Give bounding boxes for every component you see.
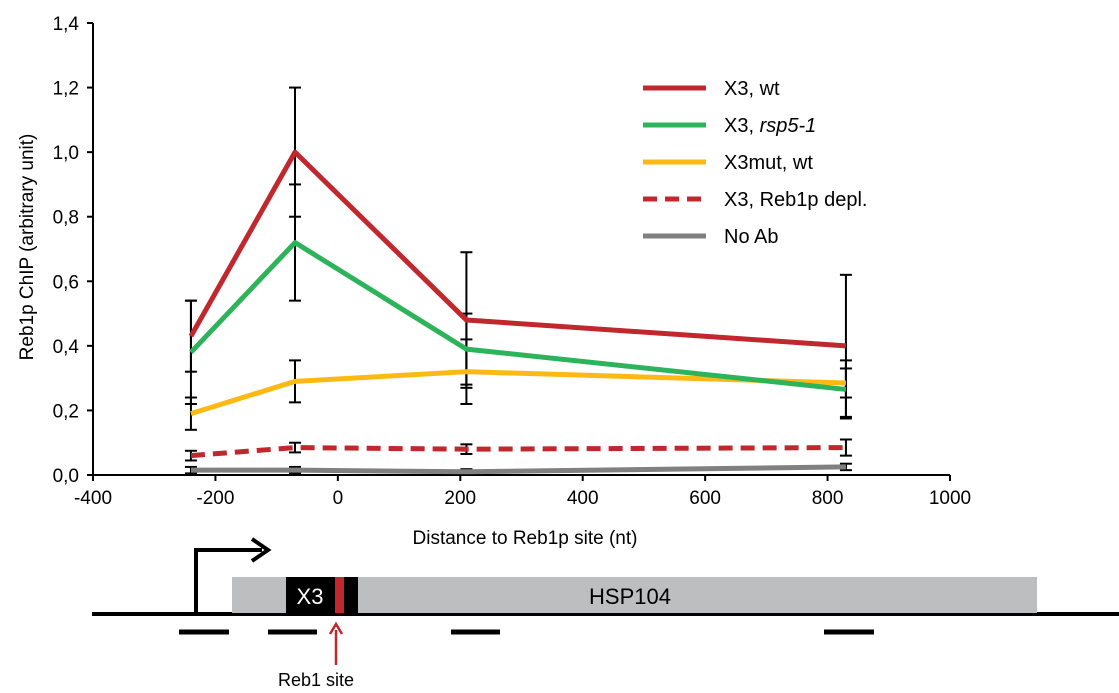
legend-label: No Ab: [724, 226, 778, 248]
y-tick-label: 0,0: [53, 466, 79, 487]
x-tick-label: 0: [333, 488, 344, 509]
x-axis-title: Distance to Reb1p site (nt): [413, 528, 638, 549]
series-line: [189, 240, 847, 392]
tss-arrow-icon: [194, 548, 262, 613]
y-tick-label: 0,6: [53, 272, 79, 293]
series-line: [188, 149, 847, 349]
x-tick-label: 200: [444, 488, 476, 509]
legend: X3, wt X3, rsp5-1 X3mut, wt X3, Reb1p depl.…: [643, 78, 867, 248]
gene-diagram: HSP104 X3 Reb1 site: [92, 537, 1119, 690]
plot-area: 0,0 0,2 0,4 0,6 0,8 1,0 1,2 1,4 -400 -200 0 200 400 6…: [53, 14, 972, 509]
x3-element: [286, 577, 358, 613]
legend-label: X3mut, wt: [724, 152, 813, 174]
x-tick-label: 400: [567, 488, 599, 509]
reb1-site-pointer-head-icon: [328, 621, 344, 635]
y-tick-label: 0,4: [53, 337, 80, 358]
series-line: [190, 445, 846, 459]
y-tick-label: 0,8: [53, 208, 79, 229]
y-axis-title: Reb1p ChIP (arbitrary unit): [17, 134, 38, 361]
gene-body: [232, 577, 1037, 613]
y-tick-label: 1,0: [53, 143, 79, 164]
y-tick-label: 1,2: [53, 79, 79, 100]
reb1-site-mark: [335, 577, 344, 613]
series-line: [190, 464, 846, 475]
legend-label: X3, Reb1p depl.: [724, 189, 867, 211]
x-tick-label: 800: [812, 488, 844, 509]
legend-label: X3, rsp5-1: [724, 115, 816, 137]
x-tick-label: 600: [689, 488, 721, 509]
x-tick-label: -400: [74, 488, 112, 509]
y-tick-label: 1,4: [53, 14, 80, 35]
reb1-site-label: Reb1 site: [278, 670, 354, 690]
x3-label: X3: [297, 584, 324, 609]
y-tick-label: 0,2: [53, 401, 79, 422]
series-line: [190, 369, 847, 417]
legend-label: X3, wt: [724, 78, 780, 100]
tss-arrowhead-icon: [250, 537, 272, 563]
x-tick-label: -200: [196, 488, 234, 509]
x-tick-label: 1000: [929, 488, 971, 509]
gene-label: HSP104: [589, 584, 671, 609]
